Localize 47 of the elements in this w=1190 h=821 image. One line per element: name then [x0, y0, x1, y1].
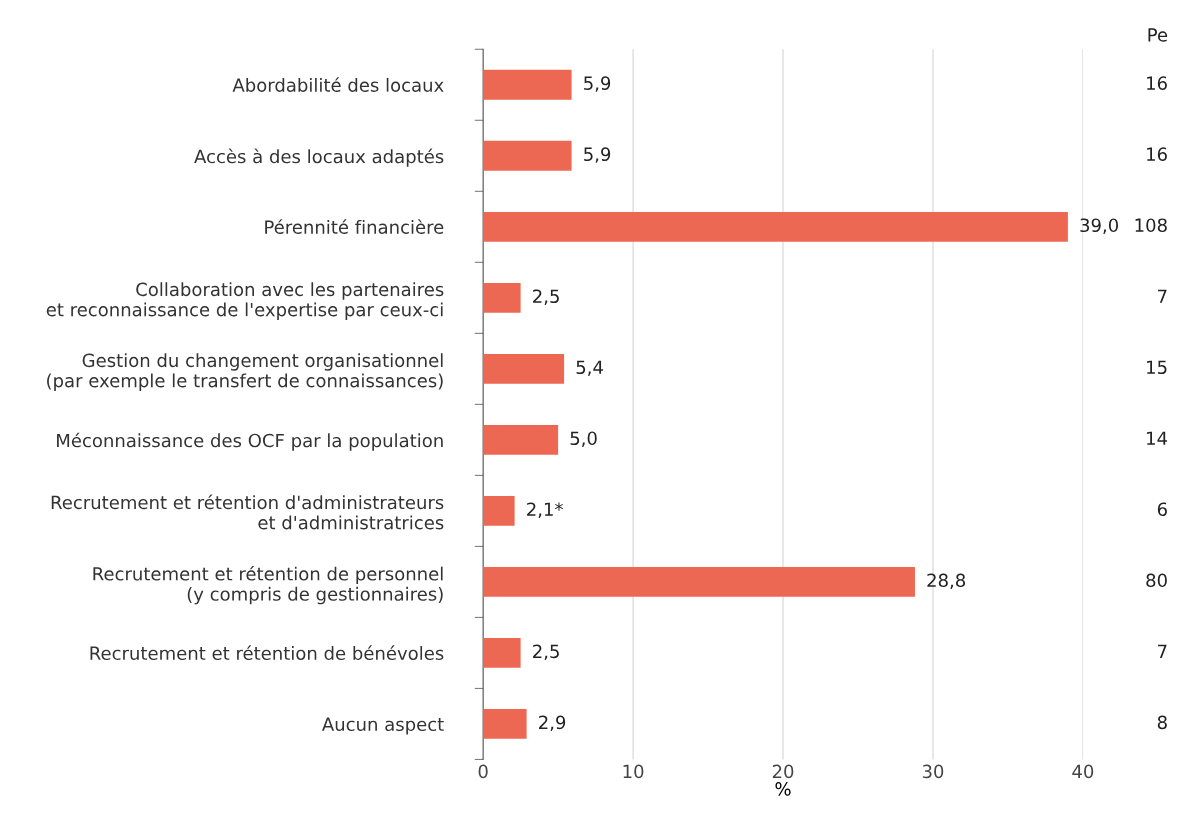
data-label: 2,9	[539, 715, 566, 731]
data-label: 5,0	[570, 431, 597, 447]
bar	[483, 709, 527, 739]
x-tick-label: 20	[772, 764, 794, 779]
x-tick-label: 0	[478, 764, 488, 779]
data-label: 5,9	[584, 147, 611, 163]
data-label: 2,5	[533, 644, 559, 660]
x-tick-label: 40	[1072, 764, 1094, 779]
data-label: 2,5	[533, 289, 559, 305]
y-tick-label: Recrutement et rétention d'administrateurs et d'administratrices	[51, 494, 444, 530]
bar	[483, 69, 572, 100]
bar	[483, 282, 521, 313]
data-label: 2,1*	[527, 502, 563, 518]
bar	[483, 211, 1068, 242]
y-tick-label: Gestion du changement organisationnel (par exemple le transfert de connaissances)	[47, 353, 443, 391]
bar	[483, 566, 915, 597]
text: 15	[1147, 360, 1167, 375]
bar	[483, 140, 572, 171]
y-tick-label: Recrutement et rétention de bénévoles	[90, 645, 444, 661]
y-tick-label: Aucun aspect	[322, 717, 444, 735]
text: 80	[1146, 573, 1167, 588]
text: 7	[1158, 644, 1167, 658]
text: Pe	[1148, 28, 1168, 42]
data-label: 5,4	[576, 360, 603, 376]
data-label: 5,9	[584, 76, 611, 92]
bar	[483, 424, 559, 455]
text: 16	[1147, 76, 1167, 91]
x-tick-label: 30	[922, 764, 944, 779]
y-tick-label: Méconnaissance des OCF par la population	[57, 432, 443, 451]
y-tick-label: Recrutement et rétention de personnel (y compris de gestionnaires)	[93, 565, 443, 605]
y-tick-label: Pérennité financière	[265, 219, 444, 234]
bar	[483, 495, 515, 526]
data-label: 39,0	[1080, 218, 1119, 234]
x-tick-label: 10	[623, 764, 644, 779]
data-label: 28,8	[927, 573, 966, 589]
y-tick-label: Collaboration avec les partenaires et reconnaissance de l'expertise par ceux-ci	[46, 282, 444, 320]
text: 16	[1147, 147, 1167, 162]
y-tick-label: Accès à des locaux adaptés	[194, 148, 444, 167]
bar	[483, 637, 521, 668]
x-axis-title: %	[775, 782, 791, 796]
text: 14	[1147, 431, 1168, 445]
text: 6	[1157, 502, 1167, 517]
y-tick-label: Abordabilité des locaux	[232, 77, 444, 92]
text: 8	[1157, 715, 1167, 730]
text: 7	[1158, 289, 1167, 303]
bar	[483, 353, 565, 384]
text: 108	[1135, 218, 1167, 233]
